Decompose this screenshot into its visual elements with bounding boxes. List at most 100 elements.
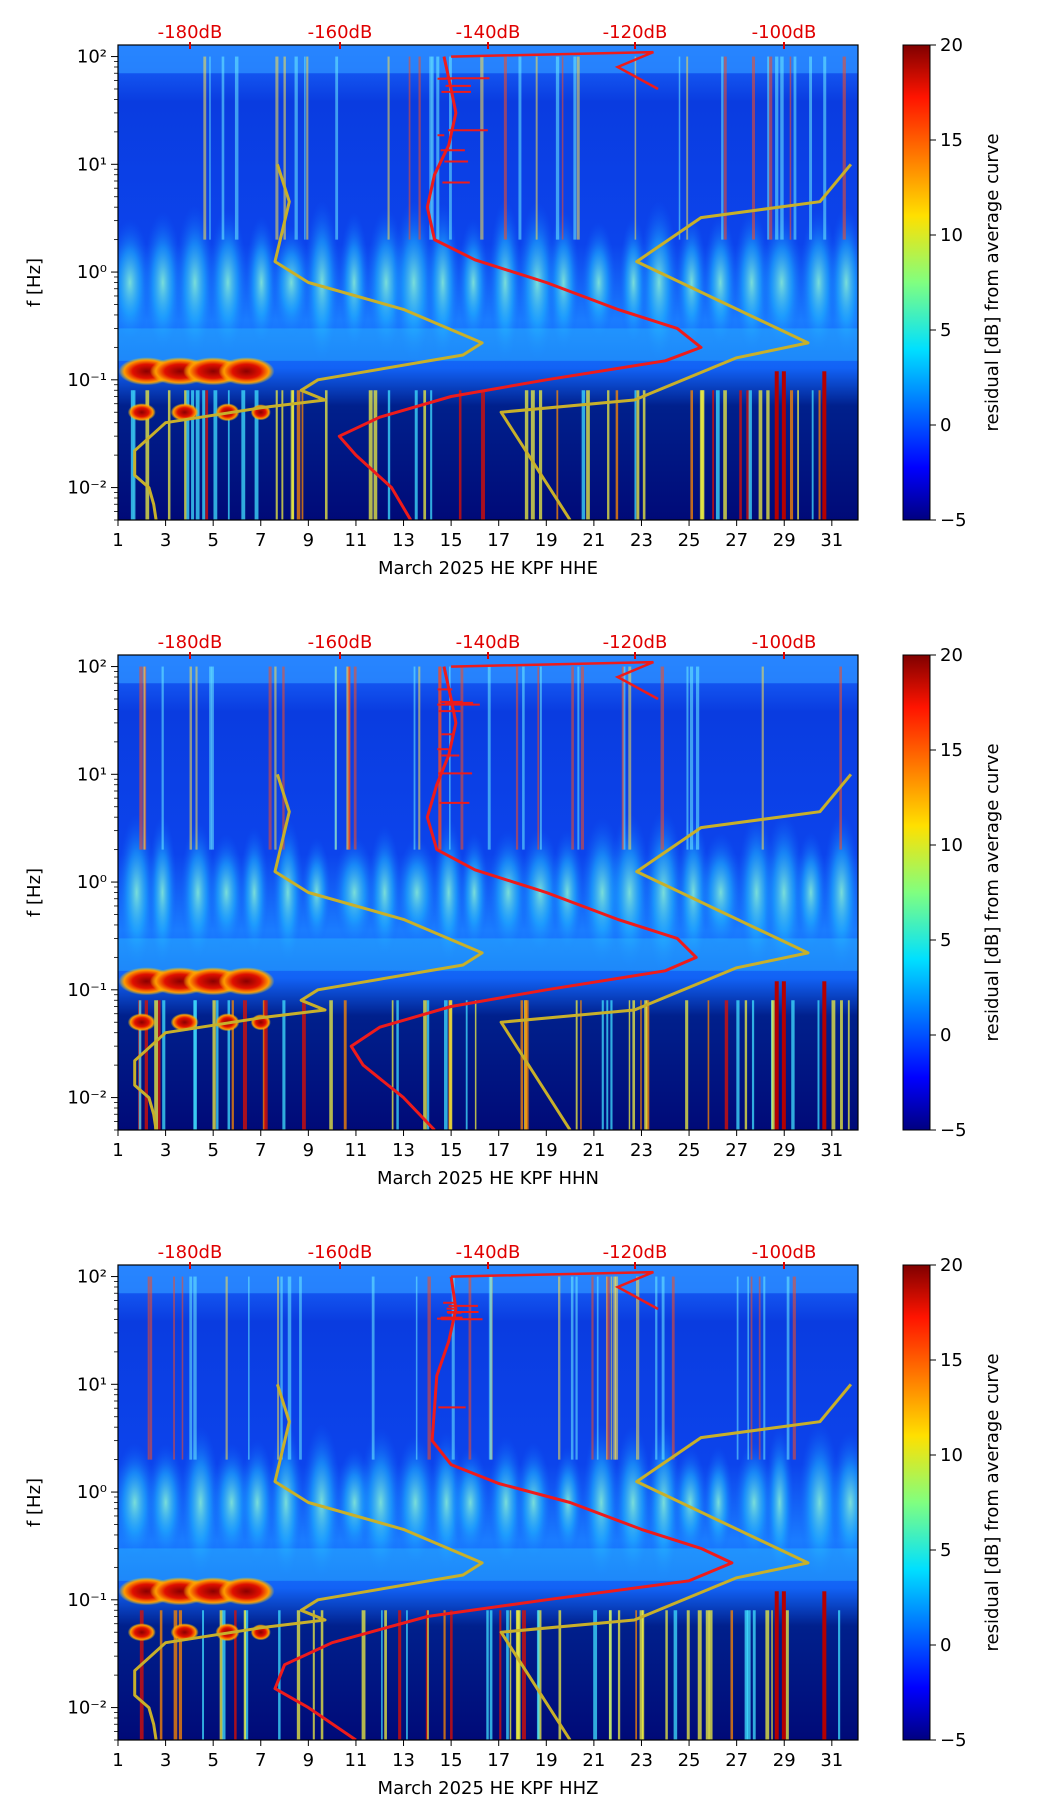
event-streak — [660, 666, 665, 850]
db-scale-label: -100dB — [752, 632, 817, 653]
daily-plume — [517, 201, 558, 364]
db-scale-label: -120dB — [603, 1242, 668, 1263]
event-streak — [768, 56, 773, 240]
low-frequency-event — [524, 390, 529, 520]
daily-plume — [239, 1439, 275, 1566]
low-frequency-event — [384, 1610, 387, 1740]
x-tick-label: 3 — [160, 1140, 171, 1161]
event-streak — [792, 1276, 796, 1460]
low-frequency-event — [752, 1610, 756, 1740]
low-frequency-event — [414, 390, 418, 520]
low-frequency-event — [212, 1000, 216, 1130]
colorbar-tick-label: 15 — [940, 740, 963, 761]
daily-plume — [180, 821, 216, 964]
event-streak — [686, 666, 689, 850]
low-frequency-event — [444, 1000, 448, 1130]
event-streak — [635, 1276, 640, 1460]
event-streak — [487, 666, 491, 850]
low-frequency-event — [628, 1000, 631, 1130]
y-tick-label: 10⁻¹ — [67, 370, 107, 391]
low-frequency-event — [244, 1610, 249, 1740]
low-frequency-event — [524, 1000, 529, 1130]
event-streak — [347, 666, 351, 850]
low-frequency-event — [723, 390, 727, 520]
high-frequency-band — [118, 1265, 858, 1294]
daily-plume — [582, 1423, 620, 1582]
daily-plume — [239, 826, 269, 959]
x-tick-label: 5 — [207, 530, 218, 551]
event-streak — [268, 666, 272, 850]
event-streak — [418, 666, 421, 850]
daily-plume — [828, 206, 858, 359]
event-streak — [193, 1276, 197, 1460]
low-frequency-event — [690, 390, 694, 520]
db-scale-label: -140dB — [456, 1242, 521, 1263]
daily-plume — [459, 832, 489, 953]
low-frequency-event — [426, 1000, 430, 1130]
event-streak — [793, 56, 797, 240]
low-frequency-event — [730, 1610, 734, 1740]
x-tick-label: 15 — [440, 1140, 463, 1161]
event-streak — [280, 1276, 283, 1460]
event-streak — [234, 56, 239, 240]
daily-plume — [515, 1441, 552, 1564]
colorbar-tick-label: 15 — [940, 130, 963, 151]
low-frequency-event — [391, 1000, 394, 1130]
low-frequency-event — [818, 390, 821, 520]
x-tick-label: 9 — [303, 1140, 314, 1161]
low-frequency-event — [610, 1000, 613, 1130]
x-tick-label: 11 — [344, 530, 367, 551]
low-frequency-event — [739, 390, 742, 520]
low-frequency-event — [558, 1610, 562, 1740]
low-frequency-event — [373, 390, 378, 520]
event-streak — [221, 56, 225, 240]
daily-plume — [358, 1427, 403, 1578]
event-streak — [449, 56, 452, 240]
low-frequency-event — [724, 1000, 729, 1130]
daily-plume — [519, 827, 561, 958]
low-frequency-event — [423, 390, 427, 520]
y-tick-label: 10² — [77, 47, 107, 68]
low-frequency-event — [241, 390, 246, 520]
event-streak — [747, 1276, 749, 1460]
storm-blob — [127, 403, 156, 422]
event-streak — [580, 666, 585, 850]
x-tick-label: 11 — [344, 1140, 367, 1161]
daily-plume — [147, 815, 177, 970]
event-streak — [413, 666, 416, 850]
low-frequency-event — [586, 390, 590, 520]
low-frequency-event — [159, 1610, 163, 1740]
low-frequency-event — [486, 1610, 489, 1740]
x-tick-label: 3 — [160, 530, 171, 551]
daily-plume — [451, 1447, 489, 1558]
low-frequency-event — [538, 390, 543, 520]
low-frequency-event — [506, 1610, 509, 1740]
daily-plume — [458, 218, 489, 347]
y-tick-label: 10⁻² — [67, 478, 107, 499]
low-frequency-event — [449, 1000, 453, 1130]
low-frequency-event — [765, 1610, 770, 1740]
y-tick-label: 10⁻¹ — [67, 1590, 107, 1611]
low-frequency-event — [644, 1000, 648, 1130]
x-tick-label: 1 — [112, 1140, 123, 1161]
x-tick-label: 27 — [725, 1750, 748, 1771]
x-tick-label: 3 — [160, 1750, 171, 1771]
daily-plume — [798, 1422, 841, 1583]
noise-model-curve-secondary — [499, 163, 853, 520]
event-streak — [751, 56, 756, 240]
event-streak — [335, 56, 339, 240]
event-streak — [558, 1276, 561, 1460]
low-frequency-event — [593, 1610, 598, 1740]
daily-plume — [392, 200, 436, 365]
event-streak — [195, 666, 198, 850]
low-frequency-event — [195, 390, 200, 520]
event-streak — [575, 1276, 578, 1460]
daily-plume — [765, 1426, 794, 1579]
x-tick-label: 25 — [678, 1750, 701, 1771]
low-frequency-event — [640, 1000, 642, 1130]
low-frequency-event — [296, 1610, 301, 1740]
storm-blob — [218, 1577, 275, 1606]
low-frequency-event — [144, 1000, 148, 1130]
daily-plume — [245, 216, 278, 349]
